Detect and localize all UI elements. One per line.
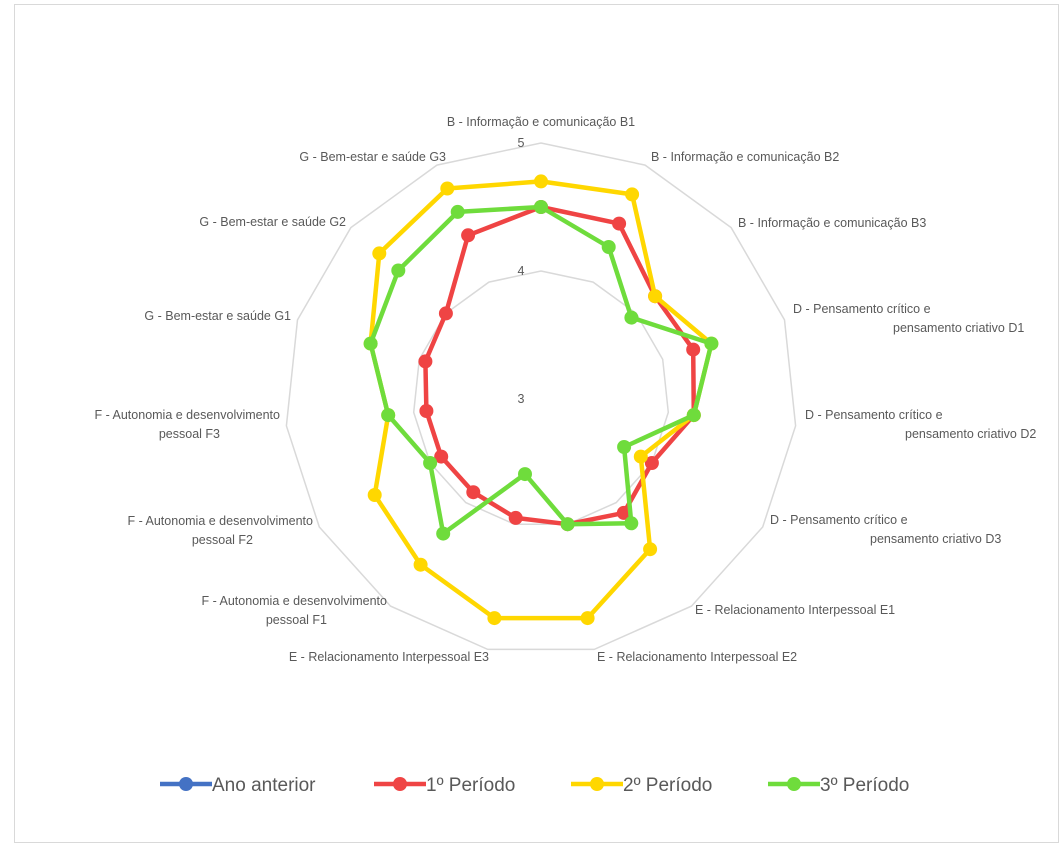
data-point bbox=[704, 336, 719, 351]
tick-label: 4 bbox=[518, 264, 525, 278]
data-point bbox=[633, 449, 648, 464]
category-label: B - Informação e comunicação B2 bbox=[651, 150, 839, 164]
category-label: B - Informação e comunicação B1 bbox=[447, 115, 635, 129]
category-label: F - Autonomia e desenvolvimento pessoal F… bbox=[201, 594, 387, 627]
data-point bbox=[648, 289, 663, 304]
grid-ring-outer bbox=[285, 142, 797, 651]
data-point bbox=[436, 526, 451, 541]
legend-item: Ano anterior bbox=[160, 775, 316, 796]
category-label: B - Informação e comunicação B3 bbox=[738, 216, 926, 230]
data-point bbox=[450, 204, 465, 219]
legend-marker bbox=[179, 777, 193, 791]
data-point bbox=[372, 246, 387, 261]
legend-label: 1º Período bbox=[426, 775, 515, 796]
data-point bbox=[624, 516, 639, 531]
data-point bbox=[612, 216, 627, 231]
data-point bbox=[391, 263, 406, 278]
series-1 bbox=[418, 200, 701, 532]
legend-label: Ano anterior bbox=[212, 775, 316, 796]
category-label: D - Pensamento crítico e pensamento criat… bbox=[805, 408, 1036, 441]
data-point bbox=[434, 449, 449, 464]
data-point bbox=[381, 408, 396, 423]
data-point bbox=[423, 456, 438, 470]
legend-label: 2º Período bbox=[623, 775, 712, 796]
category-label: F - Autonomia e desenvolvimento pessoal F… bbox=[94, 408, 280, 441]
data-point bbox=[644, 456, 659, 470]
legend-item: 2º Período bbox=[571, 775, 712, 796]
series-line bbox=[423, 204, 697, 527]
data-point bbox=[518, 467, 532, 482]
data-point bbox=[367, 488, 382, 502]
data-point bbox=[508, 510, 523, 525]
legend-label: 3º Período bbox=[820, 775, 909, 796]
data-point bbox=[580, 611, 595, 626]
data-point bbox=[487, 611, 502, 626]
data-point bbox=[438, 306, 453, 321]
category-label: E - Relacionamento Interpessoal E1 bbox=[695, 603, 895, 617]
data-point bbox=[534, 200, 548, 214]
data-point bbox=[413, 557, 428, 572]
tick-label: 3 bbox=[518, 392, 525, 406]
data-point bbox=[418, 354, 433, 369]
data-point bbox=[616, 505, 631, 520]
grid-layer bbox=[285, 142, 797, 651]
legend-marker bbox=[590, 777, 604, 791]
legend: Ano anterior 1º Período 2º Período 3º Perío… bbox=[160, 775, 909, 796]
category-label: D - Pensamento crítico e pensamento criat… bbox=[770, 513, 1001, 546]
series-line bbox=[368, 179, 714, 621]
data-point bbox=[617, 440, 632, 454]
series-layer bbox=[363, 174, 719, 626]
data-point bbox=[624, 310, 639, 325]
tick-label: 5 bbox=[518, 136, 525, 150]
data-point bbox=[643, 542, 658, 557]
legend-marker bbox=[787, 777, 801, 791]
series-3 bbox=[363, 200, 719, 541]
data-point bbox=[466, 485, 481, 500]
data-point bbox=[686, 408, 701, 423]
category-label: E - Relacionamento Interpessoal E2 bbox=[597, 650, 797, 664]
data-point bbox=[440, 181, 455, 196]
data-point bbox=[419, 404, 434, 418]
data-point bbox=[686, 342, 701, 357]
data-point bbox=[601, 240, 616, 254]
series-2 bbox=[363, 174, 719, 626]
category-label: G - Bem-estar e saúde G3 bbox=[299, 150, 446, 164]
data-point bbox=[560, 517, 575, 532]
legend-marker bbox=[393, 777, 407, 791]
data-point bbox=[625, 187, 640, 202]
category-labels: B - Informação e comunicação B1 B - Infor… bbox=[94, 115, 1036, 664]
grid-ring-inner bbox=[412, 270, 670, 525]
category-label: E - Relacionamento Interpessoal E3 bbox=[289, 650, 489, 664]
radial-tick-labels: 3 4 5 bbox=[518, 136, 525, 406]
category-label: G - Bem-estar e saúde G2 bbox=[199, 215, 346, 229]
data-point bbox=[461, 228, 476, 243]
category-label: F - Autonomia e desenvolvimento pessoal F… bbox=[127, 514, 313, 547]
category-label: G - Bem-estar e saúde G1 bbox=[144, 309, 291, 323]
data-point bbox=[534, 174, 548, 189]
category-label: D - Pensamento crítico e pensamento criat… bbox=[793, 302, 1024, 335]
data-point bbox=[363, 336, 378, 351]
series-line bbox=[368, 204, 714, 536]
legend-item: 3º Período bbox=[768, 775, 909, 796]
legend-item: 1º Período bbox=[374, 775, 515, 796]
